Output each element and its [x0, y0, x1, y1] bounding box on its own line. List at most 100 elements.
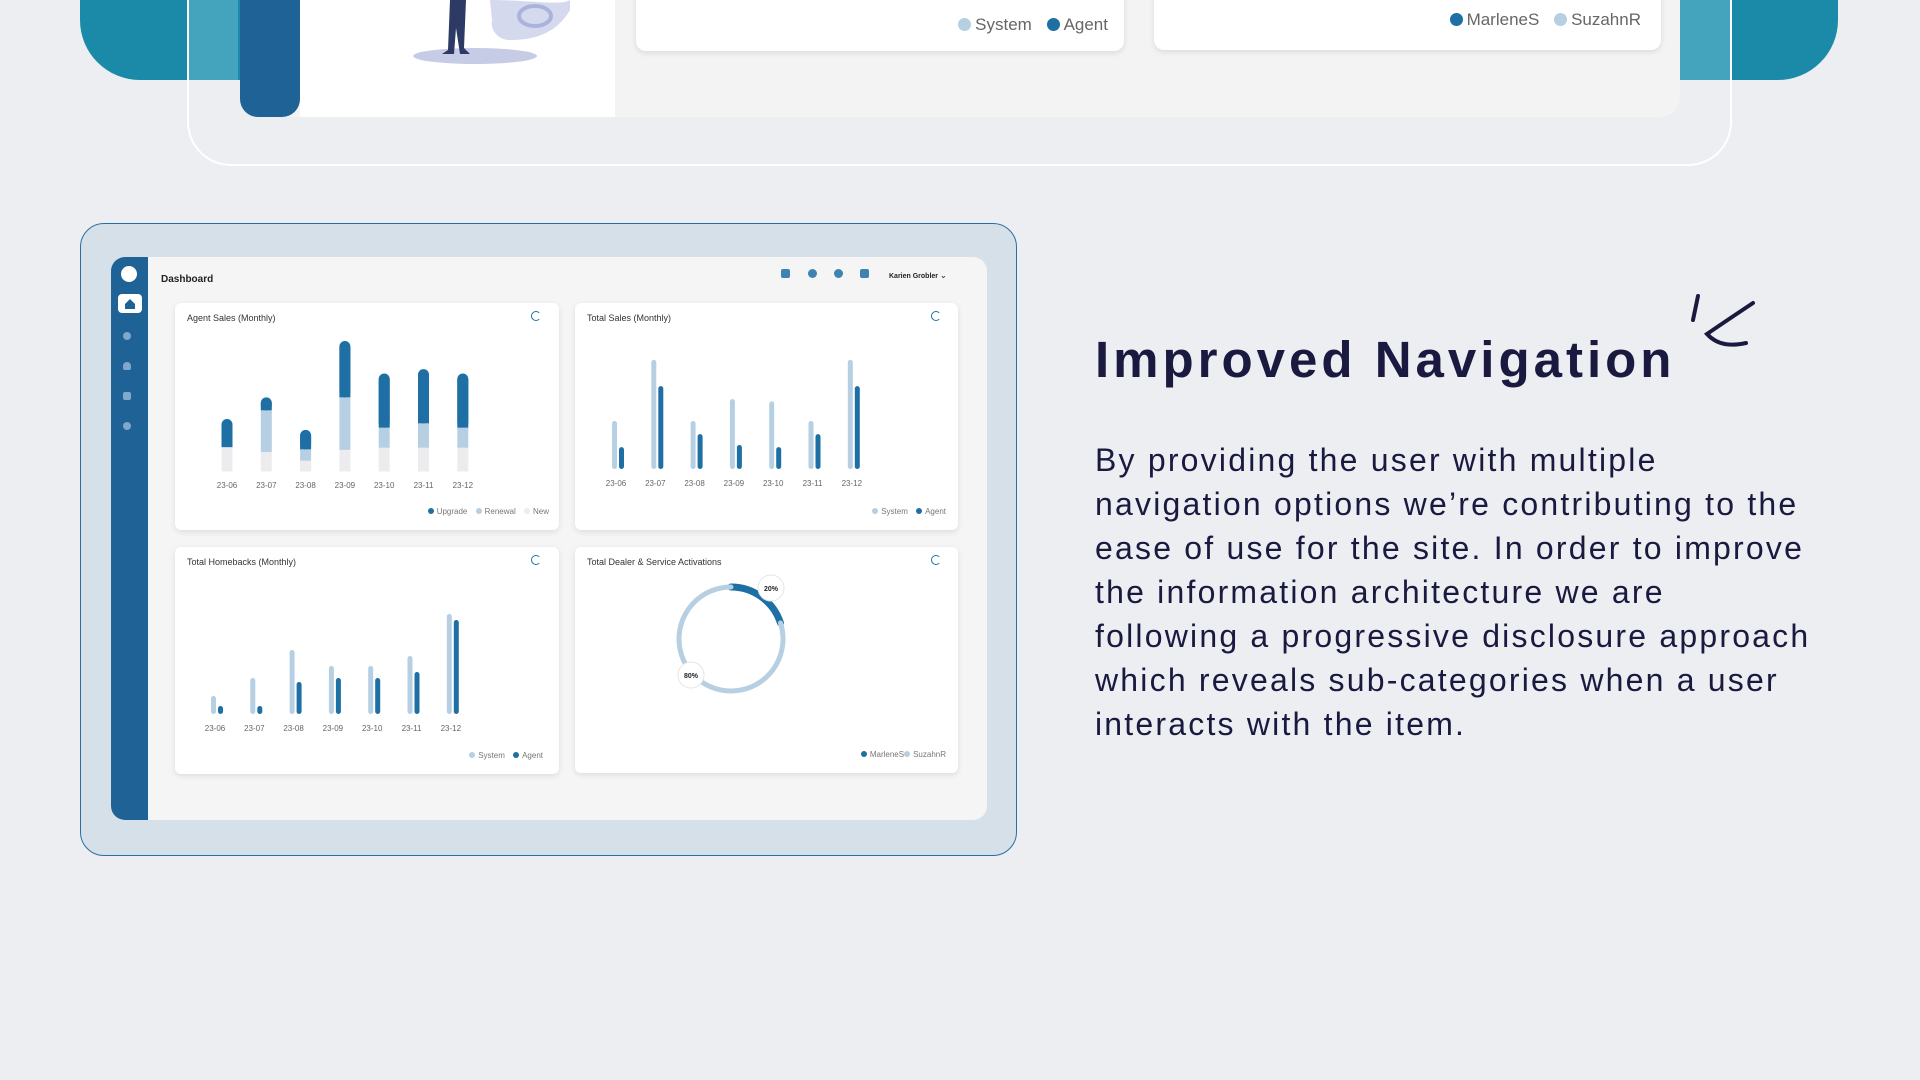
legend-marlenes: MarleneS: [1466, 10, 1540, 29]
x-tick-label: 23-08: [295, 481, 316, 490]
x-tick-label: 23-12: [453, 481, 474, 490]
user-icon[interactable]: [123, 332, 131, 340]
legend-suzahnr: SuzahnR: [1571, 10, 1641, 29]
bar-segment: [378, 427, 390, 448]
bar: [375, 678, 381, 714]
x-tick-label: 23-07: [256, 481, 277, 490]
bar-segment: [339, 397, 351, 450]
bar-segment-fill: [260, 402, 272, 411]
bar: [211, 696, 216, 714]
calendar-icon[interactable]: [860, 269, 869, 278]
bar: [697, 434, 703, 469]
bar: [218, 706, 223, 714]
user-menu[interactable]: Karien Grobler ⌄: [889, 271, 947, 280]
total-homebacks-card: Total Homebacks (Monthly) 23-06 23-07 23-0…: [175, 547, 559, 774]
bar: [453, 620, 459, 714]
legend-new: New: [532, 507, 549, 516]
bar: [847, 359, 853, 469]
chart-legend: System Agent: [872, 507, 946, 516]
x-tick-label: 23-09: [724, 479, 745, 488]
legend-renewal: Renewal: [484, 507, 516, 516]
refresh-icon[interactable]: [531, 555, 541, 565]
refresh-icon[interactable]: [931, 311, 941, 321]
dashboard-screen: Dashboard Karien Grobler ⌄ Agent Sales (…: [111, 257, 987, 820]
total-homebacks-chart: 23-06 23-07 23-08 23-09 23-10 23-11 23-12: [205, 614, 462, 733]
bar: [808, 421, 814, 469]
bar: [690, 421, 696, 469]
headset-icon[interactable]: [123, 362, 131, 370]
x-tick-label: 23-11: [402, 724, 422, 733]
layers-icon[interactable]: [808, 269, 817, 278]
x-tick-label: 23-06: [217, 481, 238, 490]
top-chart-card-a: System Agent: [636, 0, 1124, 51]
chart-title: Total Sales (Monthly): [587, 313, 672, 323]
legend-suzahnr: SuzahnR: [913, 750, 946, 759]
x-tick-label: 23-11: [414, 481, 434, 490]
legend-agent: Agent: [1063, 15, 1108, 34]
total-sales-chart: 23-06 23-07 23-08 23-09 23-10 23-11 23-12: [606, 359, 863, 488]
bar: [407, 656, 413, 714]
dealer-activations-donut: 20% 80%: [676, 574, 786, 694]
bar: [289, 650, 295, 714]
total-sales-card: Total Sales (Monthly) 23-06 23-07 23-08 23-…: [575, 303, 958, 530]
legend-marlenes: MarleneS: [869, 750, 905, 759]
top-blue-sidebar: [240, 0, 300, 117]
x-tick-label: 23-12: [842, 479, 863, 488]
x-tick-label: 23-09: [323, 724, 344, 733]
user-name: Karien Grobler: [889, 273, 939, 280]
bar-segment: [339, 449, 351, 472]
bar: [296, 682, 302, 714]
bar-segment: [457, 447, 469, 472]
moon-icon[interactable]: [834, 269, 843, 278]
bar-segment: [457, 427, 469, 448]
bar-segment: [300, 460, 312, 472]
value-label-bubble: [757, 574, 785, 602]
bar-segment: [260, 410, 272, 452]
sparkle-doodle-icon: [1691, 294, 1755, 347]
bar: [769, 401, 775, 469]
bar: [414, 672, 420, 714]
bar-segment-fill: [378, 379, 390, 428]
refresh-icon[interactable]: [531, 311, 541, 321]
logo-icon[interactable]: [121, 266, 137, 282]
home-icon[interactable]: [118, 294, 142, 313]
agent-sales-chart: 23-06 23-07 23-08 23-09 23-10 23-11 23-12: [217, 341, 474, 490]
bar: [257, 706, 263, 714]
x-tick-label: 23-12: [441, 724, 462, 733]
legend-agent: Agent: [925, 507, 946, 516]
bar-segment: [221, 447, 233, 472]
donut-value-label: 20%: [764, 586, 779, 593]
bar: [446, 614, 452, 714]
chart-icon[interactable]: [123, 392, 131, 400]
x-tick-label: 23-08: [283, 724, 304, 733]
refresh-icon[interactable]: [931, 555, 941, 565]
x-tick-label: 23-07: [244, 724, 265, 733]
x-tick-label: 23-06: [205, 724, 226, 733]
value-label-bubble: [677, 661, 705, 689]
top-section: System Agent MarleneS SuzahnR: [0, 0, 1920, 170]
gear-icon[interactable]: [123, 422, 131, 430]
bar: [368, 666, 374, 714]
bar: [328, 666, 334, 714]
x-tick-label: 23-10: [374, 481, 395, 490]
top-outline-frame: [187, 0, 1732, 166]
chart-legend: Upgrade Renewal New: [427, 507, 549, 516]
bar: [612, 421, 617, 469]
top-chart-b-legend: MarleneS SuzahnR: [1449, 10, 1641, 30]
layout-icon[interactable]: [781, 269, 790, 278]
bar: [335, 678, 341, 714]
chart-title: Agent Sales (Monthly): [187, 313, 276, 323]
bar-segment: [300, 449, 312, 461]
chart-legend: MarleneS SuzahnR: [860, 750, 946, 759]
x-tick-label: 23-07: [645, 479, 666, 488]
bar: [658, 386, 664, 469]
x-tick-label: 23-10: [763, 479, 784, 488]
dashboard-title: Dashboard: [161, 274, 214, 285]
bar: [729, 399, 735, 469]
x-tick-label: 23-11: [803, 479, 823, 488]
top-left-teal-light: [188, 0, 238, 80]
chart-legend: System Agent: [469, 751, 543, 760]
dashboard-sidebar: [111, 257, 148, 820]
chart-title: Total Dealer & Service Activations: [587, 557, 722, 567]
top-chart-a-legend: System Agent: [958, 15, 1108, 35]
